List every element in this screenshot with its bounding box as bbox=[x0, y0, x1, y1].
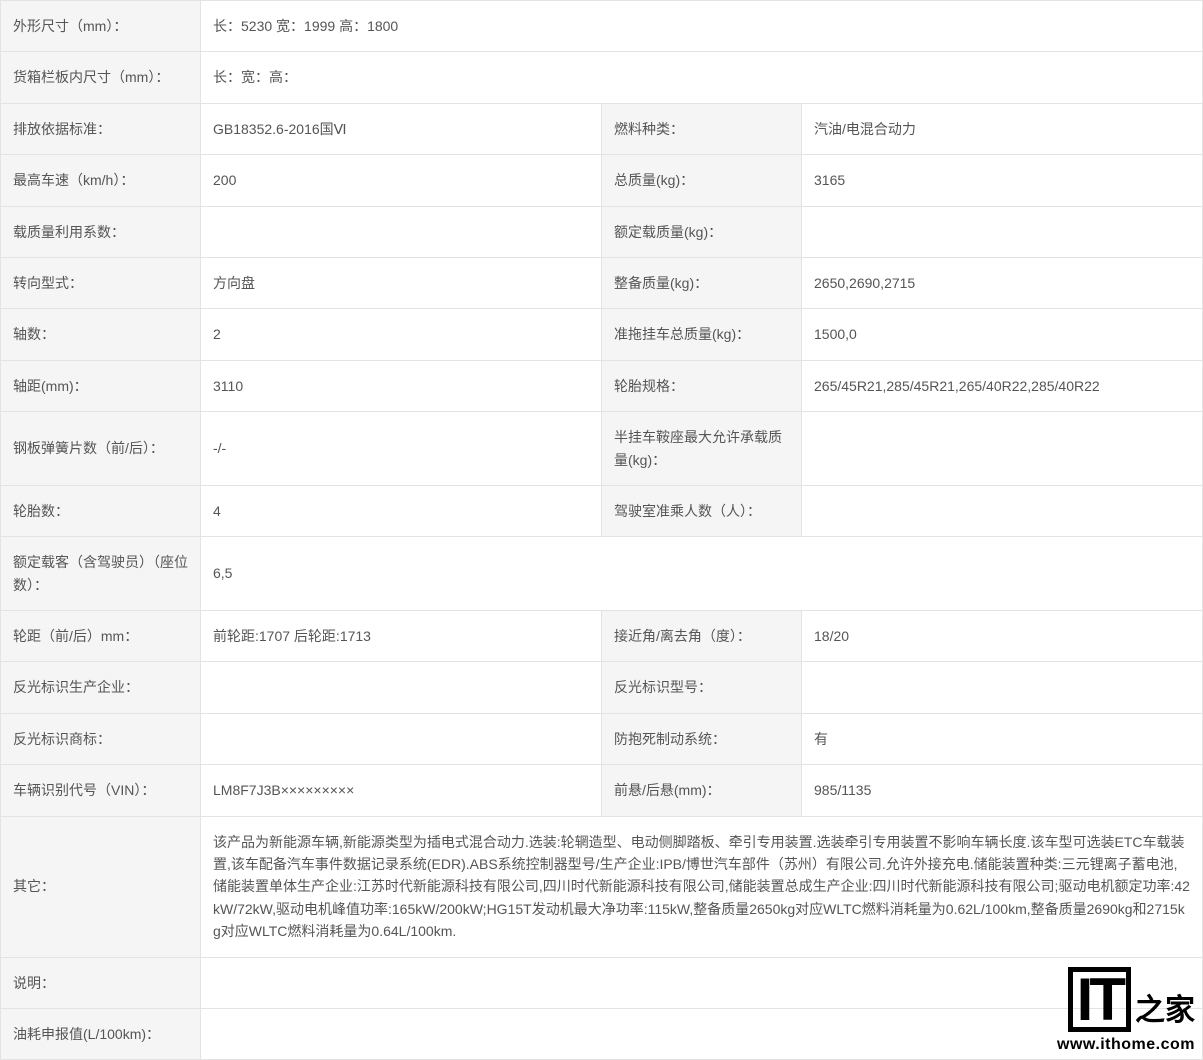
label-track-width: 轮距（前/后）mm： bbox=[1, 611, 201, 662]
label-dimensions: 外形尺寸（mm）： bbox=[1, 1, 201, 52]
table-row: 额定载客（含驾驶员）（座位数）： 6,5 bbox=[1, 537, 1203, 611]
value-cab-seats bbox=[802, 485, 1203, 536]
value-gvw: 3165 bbox=[802, 155, 1203, 206]
label-trailer-gvw: 准拖挂车总质量(kg)： bbox=[602, 309, 802, 360]
table-row: 其它： 该产品为新能源车辆,新能源类型为插电式混合动力.选装:轮辋造型、电动侧脚… bbox=[1, 816, 1203, 957]
label-overhang: 前悬/后悬(mm)： bbox=[602, 765, 802, 816]
value-other: 该产品为新能源车辆,新能源类型为插电式混合动力.选装:轮辋造型、电动侧脚踏板、牵… bbox=[201, 816, 1203, 957]
table-row: 最高车速（km/h）： 200 总质量(kg)： 3165 bbox=[1, 155, 1203, 206]
value-vin: LM8F7J3B××××××××× bbox=[201, 765, 602, 816]
label-reflector-brand: 反光标识商标： bbox=[1, 713, 201, 764]
label-tire-spec: 轮胎规格： bbox=[602, 360, 802, 411]
value-reflector-brand bbox=[201, 713, 602, 764]
table-row: 钢板弹簧片数（前/后）： -/- 半挂车鞍座最大允许承载质量(kg)： bbox=[1, 412, 1203, 486]
value-curb-weight: 2650,2690,2715 bbox=[802, 257, 1203, 308]
label-vin: 车辆识别代号（VIN）： bbox=[1, 765, 201, 816]
table-row: 轮胎数： 4 驾驶室准乘人数（人）： bbox=[1, 485, 1203, 536]
label-curb-weight: 整备质量(kg)： bbox=[602, 257, 802, 308]
value-emission-std: GB18352.6-2016国Ⅵ bbox=[201, 103, 602, 154]
label-tire-count: 轮胎数： bbox=[1, 485, 201, 536]
value-reflector-mfr bbox=[201, 662, 602, 713]
table-row: 轮距（前/后）mm： 前轮距:1707 后轮距:1713 接近角/离去角（度）：… bbox=[1, 611, 1203, 662]
watermark-url: www.ithome.com bbox=[1057, 1036, 1195, 1054]
label-other: 其它： bbox=[1, 816, 201, 957]
watermark-logo-suffix: 之家 bbox=[1135, 996, 1195, 1032]
table-row: 反光标识商标： 防抱死制动系统： 有 bbox=[1, 713, 1203, 764]
label-emission-std: 排放依据标准： bbox=[1, 103, 201, 154]
value-rated-passengers: 6,5 bbox=[201, 537, 1203, 611]
label-cargo-dims: 货箱栏板内尺寸（mm）： bbox=[1, 52, 201, 103]
value-fifth-wheel bbox=[802, 412, 1203, 486]
value-reflector-model bbox=[802, 662, 1203, 713]
table-row: 反光标识生产企业： 反光标识型号： bbox=[1, 662, 1203, 713]
label-reflector-mfr: 反光标识生产企业： bbox=[1, 662, 201, 713]
value-overhang: 985/1135 bbox=[802, 765, 1203, 816]
label-note: 说明： bbox=[1, 957, 201, 1008]
label-rated-load: 额定载质量(kg)： bbox=[602, 206, 802, 257]
value-leaf-springs: -/- bbox=[201, 412, 602, 486]
value-trailer-gvw: 1500,0 bbox=[802, 309, 1203, 360]
table-row: 转向型式： 方向盘 整备质量(kg)： 2650,2690,2715 bbox=[1, 257, 1203, 308]
value-top-speed: 200 bbox=[201, 155, 602, 206]
value-note bbox=[201, 957, 1203, 1008]
value-steering: 方向盘 bbox=[201, 257, 602, 308]
label-abs: 防抱死制动系统： bbox=[602, 713, 802, 764]
table-row: 载质量利用系数： 额定载质量(kg)： bbox=[1, 206, 1203, 257]
vehicle-spec-table: 外形尺寸（mm）： 长：5230 宽：1999 高：1800 货箱栏板内尺寸（m… bbox=[0, 0, 1203, 1060]
watermark: IT 之家 www.ithome.com bbox=[1057, 967, 1195, 1054]
label-wheelbase: 轴距(mm)： bbox=[1, 360, 201, 411]
label-steering: 转向型式： bbox=[1, 257, 201, 308]
value-rated-load bbox=[802, 206, 1203, 257]
value-tire-spec: 265/45R21,285/45R21,265/40R22,285/40R22 bbox=[802, 360, 1203, 411]
watermark-logo: IT 之家 bbox=[1057, 967, 1195, 1032]
label-fuel-cons: 油耗申报值(L/100km)： bbox=[1, 1008, 201, 1059]
label-approach-angle: 接近角/离去角（度）： bbox=[602, 611, 802, 662]
table-row: 油耗申报值(L/100km)： bbox=[1, 1008, 1203, 1059]
label-fifth-wheel: 半挂车鞍座最大允许承载质量(kg)： bbox=[602, 412, 802, 486]
value-cargo-dims: 长：宽：高： bbox=[201, 52, 1203, 103]
label-axles: 轴数： bbox=[1, 309, 201, 360]
value-fuel-cons bbox=[201, 1008, 1203, 1059]
table-row: 车辆识别代号（VIN）： LM8F7J3B××××××××× 前悬/后悬(mm)… bbox=[1, 765, 1203, 816]
table-row: 排放依据标准： GB18352.6-2016国Ⅵ 燃料种类： 汽油/电混合动力 bbox=[1, 103, 1203, 154]
value-track-width: 前轮距:1707 后轮距:1713 bbox=[201, 611, 602, 662]
watermark-logo-it: IT bbox=[1068, 967, 1131, 1032]
label-leaf-springs: 钢板弹簧片数（前/后）： bbox=[1, 412, 201, 486]
label-top-speed: 最高车速（km/h）： bbox=[1, 155, 201, 206]
value-dimensions: 长：5230 宽：1999 高：1800 bbox=[201, 1, 1203, 52]
table-row: 轴数： 2 准拖挂车总质量(kg)： 1500,0 bbox=[1, 309, 1203, 360]
label-fuel-type: 燃料种类： bbox=[602, 103, 802, 154]
label-cab-seats: 驾驶室准乘人数（人）： bbox=[602, 485, 802, 536]
table-row: 说明： bbox=[1, 957, 1203, 1008]
table-row: 外形尺寸（mm）： 长：5230 宽：1999 高：1800 bbox=[1, 1, 1203, 52]
label-rated-passengers: 额定载客（含驾驶员）（座位数）： bbox=[1, 537, 201, 611]
table-row: 货箱栏板内尺寸（mm）： 长：宽：高： bbox=[1, 52, 1203, 103]
value-approach-angle: 18/20 bbox=[802, 611, 1203, 662]
value-tire-count: 4 bbox=[201, 485, 602, 536]
table-row: 轴距(mm)： 3110 轮胎规格： 265/45R21,285/45R21,2… bbox=[1, 360, 1203, 411]
label-payload-ratio: 载质量利用系数： bbox=[1, 206, 201, 257]
value-axles: 2 bbox=[201, 309, 602, 360]
value-fuel-type: 汽油/电混合动力 bbox=[802, 103, 1203, 154]
value-wheelbase: 3110 bbox=[201, 360, 602, 411]
label-reflector-model: 反光标识型号： bbox=[602, 662, 802, 713]
label-gvw: 总质量(kg)： bbox=[602, 155, 802, 206]
value-payload-ratio bbox=[201, 206, 602, 257]
value-abs: 有 bbox=[802, 713, 1203, 764]
